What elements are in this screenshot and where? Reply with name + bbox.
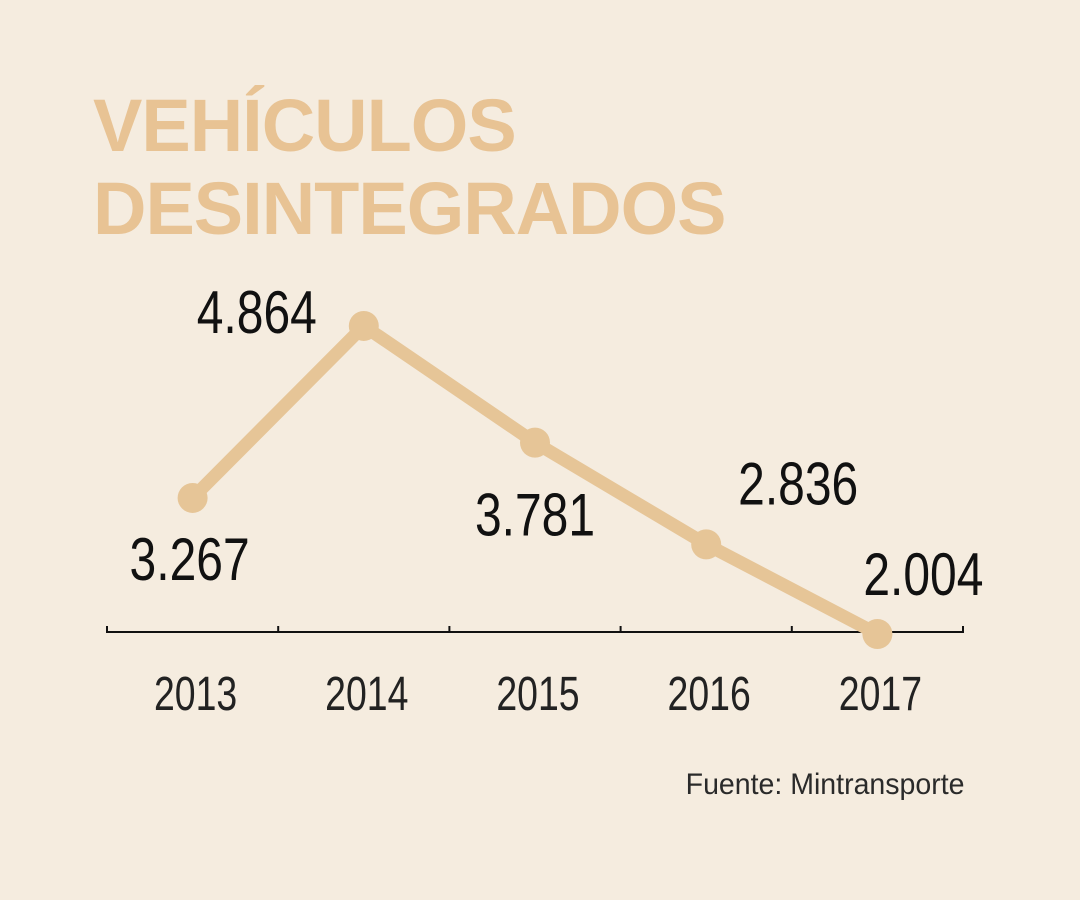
chart-source: Fuente: Mintransporte — [685, 768, 964, 801]
x-tick-label: 2014 — [325, 668, 408, 722]
chart-title-line-1: VEHÍCULOS — [93, 84, 517, 167]
data-point — [862, 618, 893, 649]
chart-title-line-2: DESINTEGRADOS — [93, 167, 727, 250]
data-label: 2.836 — [738, 450, 858, 517]
data-point — [520, 427, 550, 458]
chart-title: VEHÍCULOS DESINTEGRADOS — [93, 84, 727, 250]
x-tick-label: 2017 — [839, 668, 922, 722]
line-segment — [699, 537, 884, 641]
data-point — [348, 310, 379, 341]
data-point — [691, 529, 722, 560]
x-tick-label: 2015 — [496, 668, 579, 722]
data-label: 3.781 — [475, 481, 595, 548]
line-segment — [528, 436, 713, 551]
x-tick-label: 2013 — [154, 668, 237, 722]
data-label: 3.267 — [130, 526, 250, 593]
data-point — [177, 482, 208, 513]
line-segment — [357, 319, 542, 450]
data-label: 4.864 — [197, 279, 317, 346]
data-label: 2.004 — [863, 541, 983, 608]
line-segment — [186, 319, 371, 505]
x-tick-label: 2016 — [668, 668, 751, 722]
